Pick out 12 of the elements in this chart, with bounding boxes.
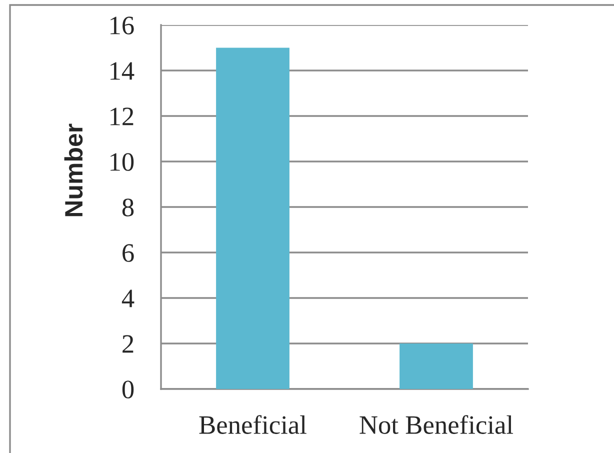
y-tick-label: 10 xyxy=(110,153,134,171)
y-tick-label: 4 xyxy=(122,290,134,308)
y-tick-label: 0 xyxy=(122,380,134,398)
y-tick-label: 12 xyxy=(110,108,134,126)
x-tick-label: Beneficial xyxy=(199,415,306,434)
y-tick-label: 14 xyxy=(110,62,134,80)
y-tick-label: 2 xyxy=(122,335,134,353)
y-tick-label: 16 xyxy=(110,16,134,34)
y-tick-label: 8 xyxy=(122,198,134,216)
y-tick-label: 6 xyxy=(122,244,134,262)
y-axis-title: Number xyxy=(64,124,83,216)
x-tick-label: Not Beneficial xyxy=(360,415,514,434)
